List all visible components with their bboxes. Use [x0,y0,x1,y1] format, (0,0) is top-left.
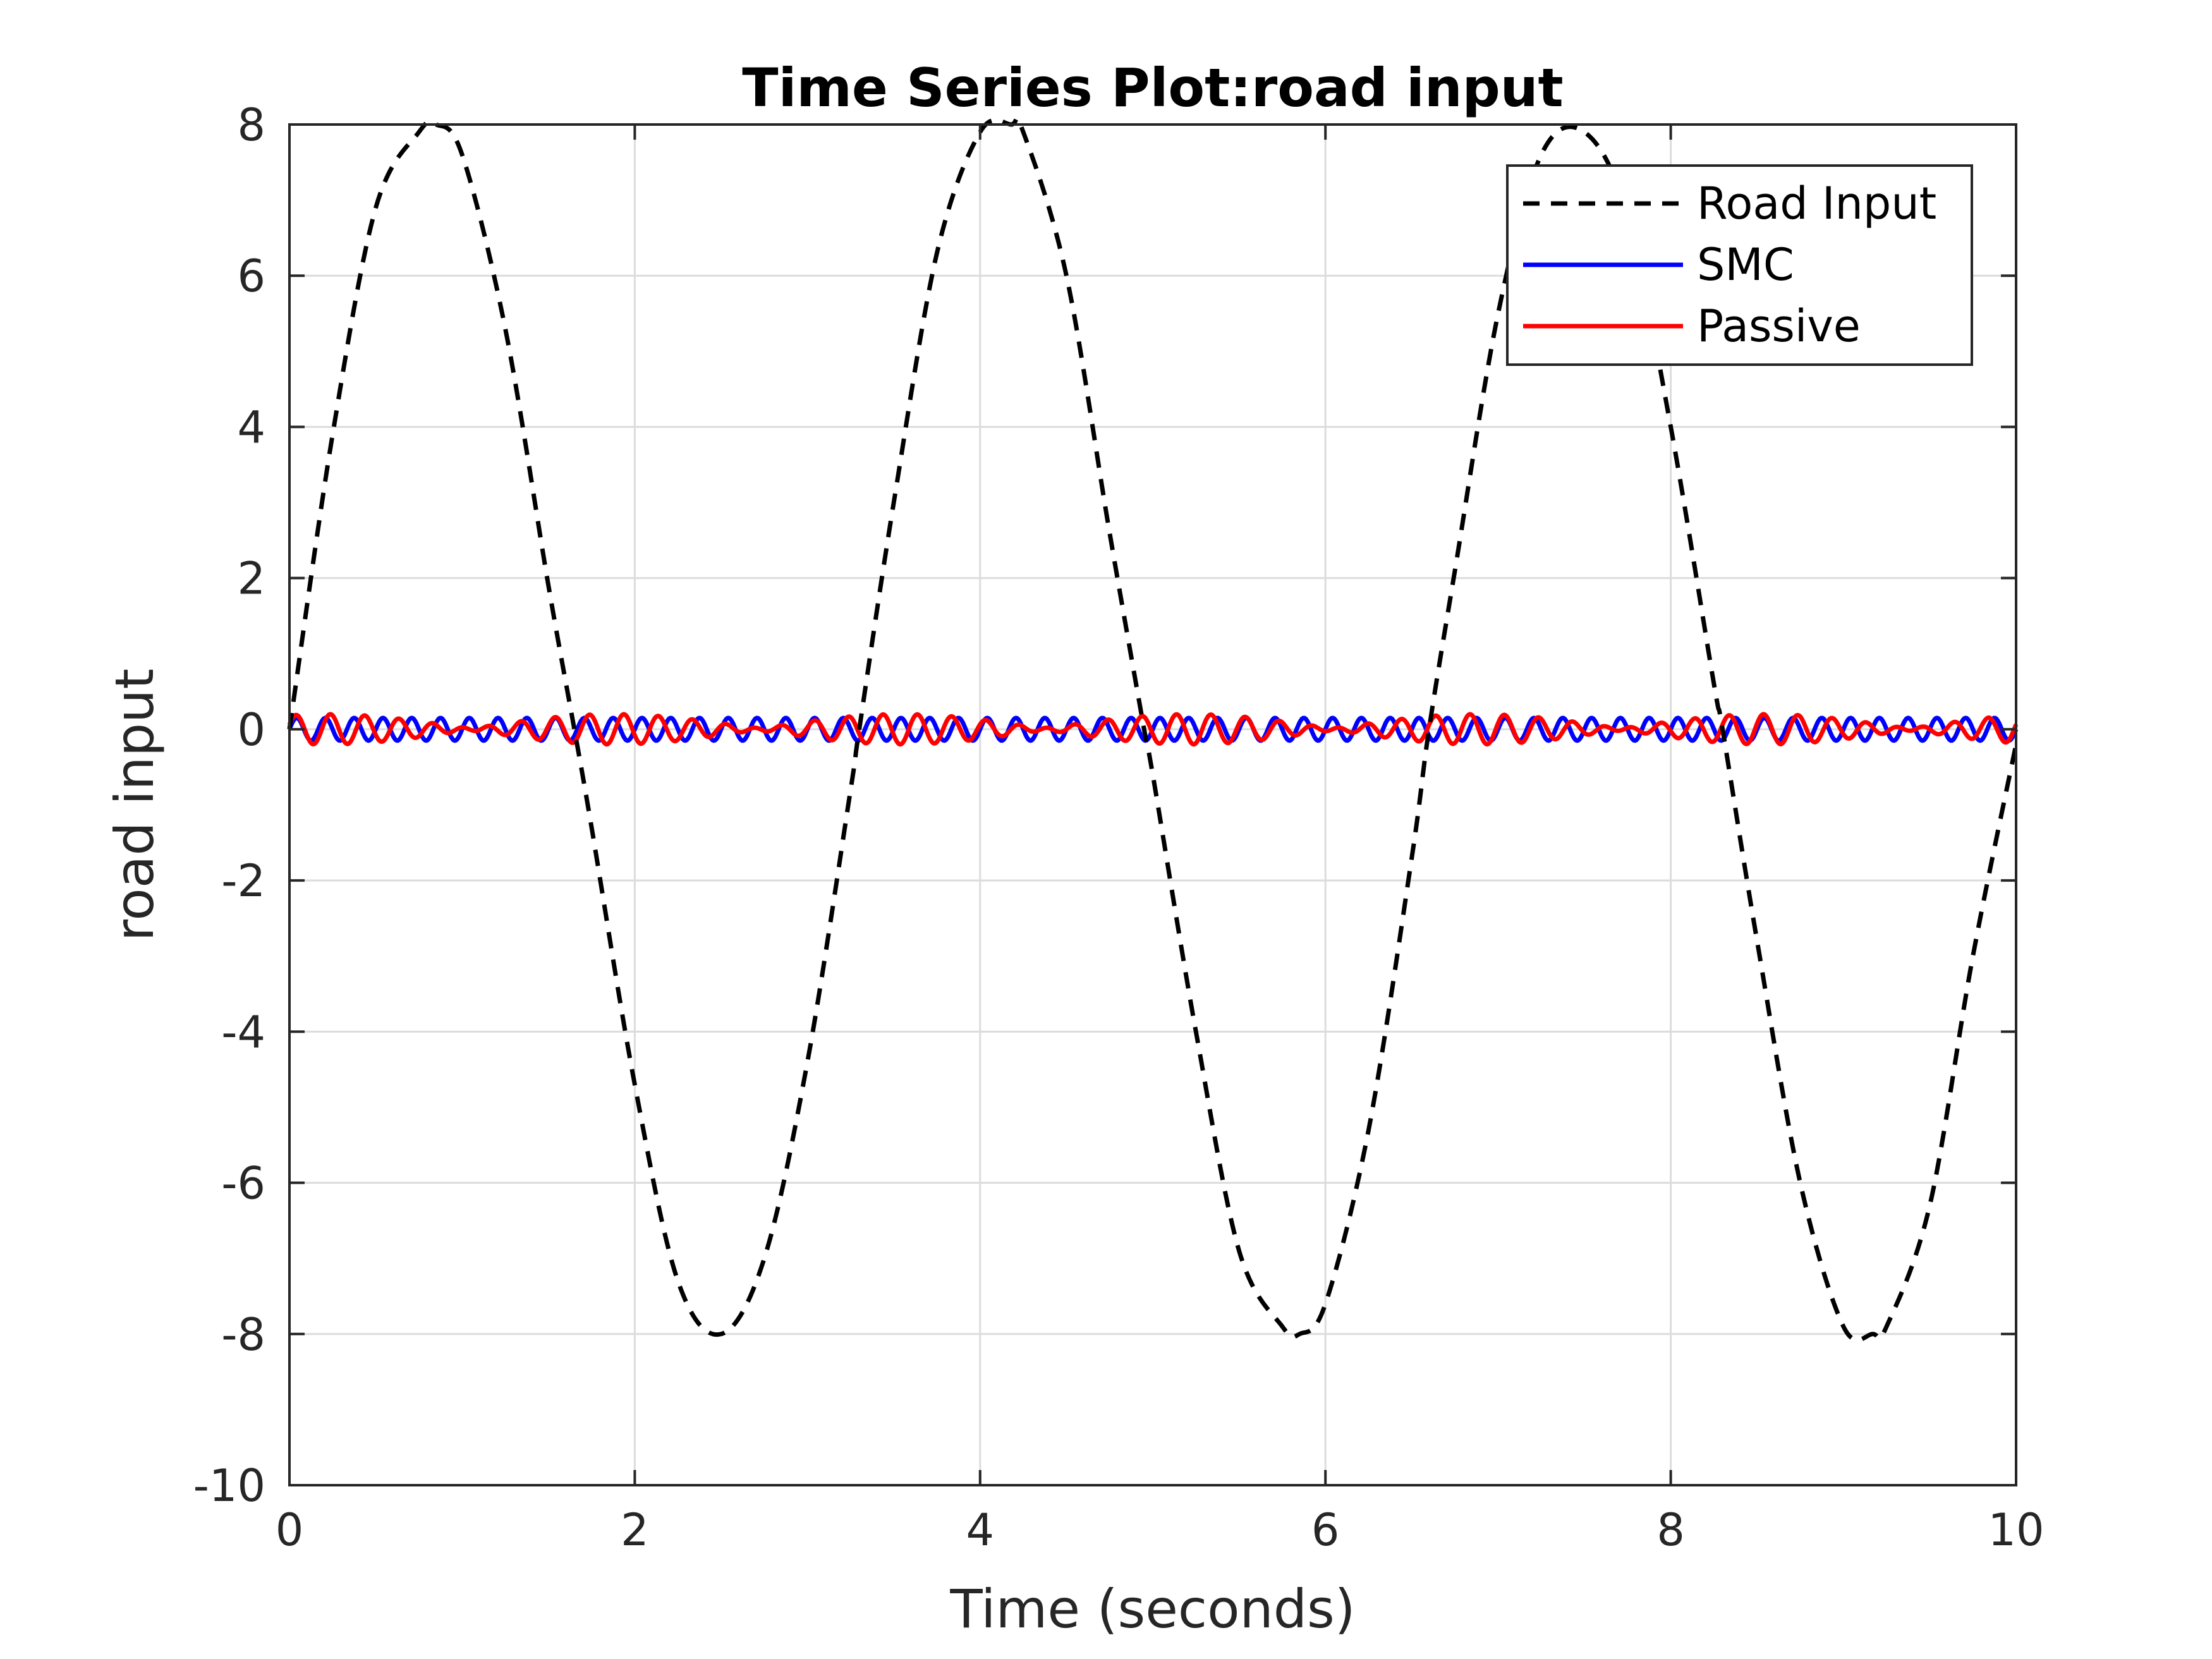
x-tick-label: 2 [621,1504,649,1556]
y-tick-label: 0 [237,704,265,756]
y-tick-label: 4 [237,401,265,453]
series-layer [287,116,2019,1342]
ticks [288,123,2017,1486]
y-tick-label: -10 [193,1460,265,1512]
y-tick-label: -4 [221,1006,265,1058]
legend-label: SMC [1697,239,1794,291]
chart-title: Time Series Plot:road input [742,57,1563,119]
x-tick-label: 0 [276,1504,304,1556]
x-tick-label: 8 [1656,1504,1685,1556]
x-axis-label: Time (seconds) [949,1578,1355,1640]
y-tick-label: 2 [237,553,265,605]
y-tick-label: -8 [221,1309,265,1361]
passive-series-line [287,712,2019,747]
tick-labels: 0 2 4 6 8 10 -10 -8 -6 -4 -2 0 2 4 6 8 [193,99,2045,1556]
y-tick-label: -6 [221,1158,265,1210]
legend-label: Road Input [1697,178,1936,229]
x-tick-label: 10 [1988,1504,2044,1556]
x-tick-label: 6 [1311,1504,1340,1556]
y-axis-label: road input [104,669,166,942]
y-tick-label: -2 [221,855,265,907]
legend: Road Input SMC Passive [1506,164,1973,366]
axes-box [288,123,2017,1486]
x-tick-label: 4 [966,1504,995,1556]
y-tick-label: 6 [237,250,265,302]
y-tick-label: 8 [237,99,265,151]
legend-label: Passive [1697,300,1861,352]
